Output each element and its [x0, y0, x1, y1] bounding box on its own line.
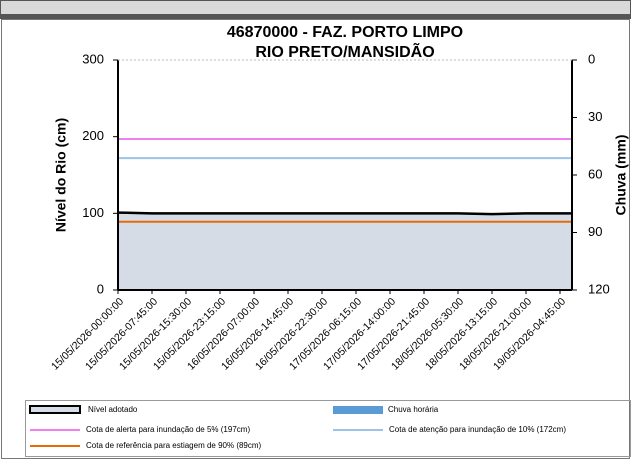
level-area — [118, 212, 572, 290]
y-axis-label: Nível do Rio (cm) — [53, 118, 69, 232]
y2-tick-label: 0 — [588, 51, 595, 66]
chart-subtitle: RIO PRETO/MANSIDÃO — [255, 41, 434, 61]
y-tick-label: 300 — [82, 51, 104, 66]
legend-label: Cota de atenção para inundação de 10% (1… — [389, 425, 566, 434]
legend-label: Cota de referência para estiagem de 90% … — [86, 441, 262, 450]
y2-axis-label: Chuva (mm) — [613, 135, 629, 216]
legend-swatch — [333, 406, 383, 414]
y-tick-label: 200 — [82, 128, 104, 143]
y2-tick-label: 90 — [588, 224, 602, 239]
y2-tick-label: 60 — [588, 166, 602, 181]
y-tick-label: 100 — [82, 205, 104, 220]
top-border — [0, 15, 631, 19]
legend-label: Cota de alerta para inundação de 5% (197… — [86, 425, 250, 434]
y2-tick-label: 120 — [588, 281, 610, 296]
legend-label: Chuva horária — [388, 405, 439, 414]
chart-title: 46870000 - FAZ. PORTO LIMPO — [227, 24, 463, 41]
y-tick-label: 0 — [97, 281, 104, 296]
legend-swatch — [29, 405, 81, 414]
top-bar — [0, 0, 631, 15]
chart-frame — [1, 19, 630, 459]
level-line — [117, 211, 572, 216]
y2-tick-label: 30 — [588, 109, 602, 124]
legend-label: Nível adotado — [88, 405, 138, 414]
